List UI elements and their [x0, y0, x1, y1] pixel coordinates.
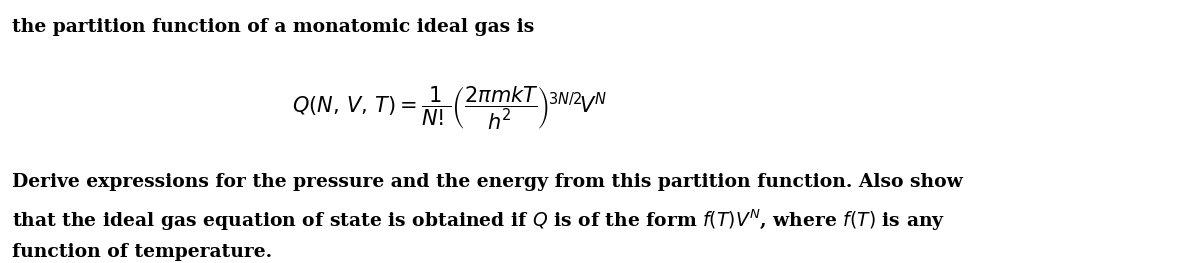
- Text: $Q(N,\, V,\, T) = \dfrac{1}{N!}\left(\dfrac{2\pi mkT}{h^2}\right)^{\!3N/2}\! V^N: $Q(N,\, V,\, T) = \dfrac{1}{N!}\left(\df…: [293, 84, 608, 131]
- Text: Derive expressions for the pressure and the energy from this partition function.: Derive expressions for the pressure and …: [12, 173, 962, 191]
- Text: the partition function of a monatomic ideal gas is: the partition function of a monatomic id…: [12, 18, 534, 36]
- Text: function of temperature.: function of temperature.: [12, 243, 272, 261]
- Text: that the ideal gas equation of state is obtained if $Q$ is of the form $f(T)V^N$: that the ideal gas equation of state is …: [12, 207, 944, 232]
